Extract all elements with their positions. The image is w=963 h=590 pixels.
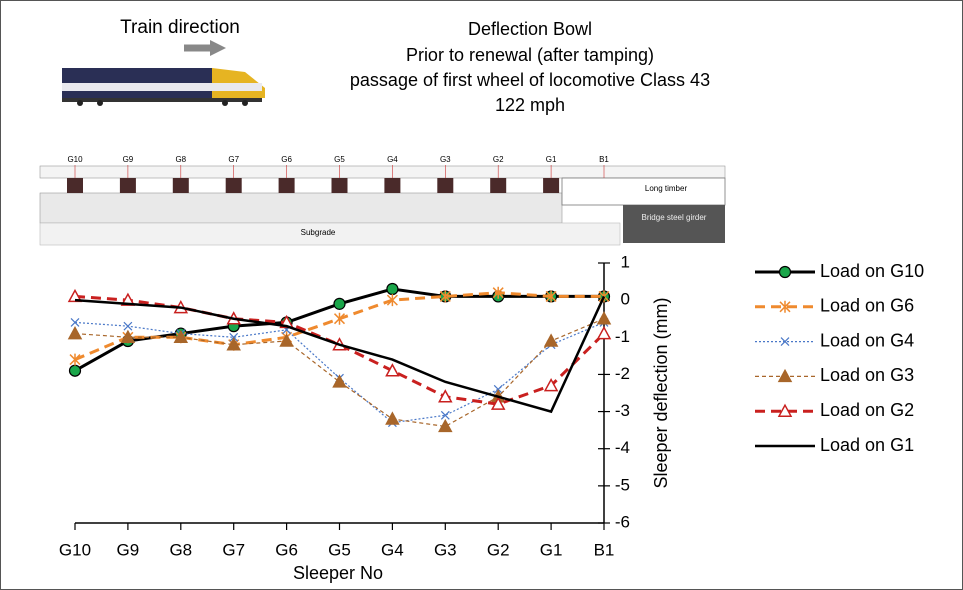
- marker: [120, 329, 136, 344]
- sleeper-label: G9: [123, 155, 134, 164]
- sleeper: [119, 178, 136, 193]
- chart-subtitle: 122 mph: [495, 95, 565, 115]
- sleeper: [172, 178, 189, 193]
- marker: [333, 312, 346, 325]
- x-tick-label: G10: [59, 540, 91, 559]
- sleeper-label: G3: [440, 155, 451, 164]
- marker: [70, 318, 80, 327]
- train-illustration: [62, 68, 265, 106]
- marker: [67, 288, 83, 303]
- chart-title: Deflection Bowl: [468, 19, 592, 39]
- y-tick-label: -1: [615, 327, 630, 346]
- marker: [67, 326, 83, 340]
- x-tick-label: G2: [487, 540, 510, 559]
- y-tick-label: -6: [615, 512, 630, 531]
- marker: [438, 418, 453, 433]
- sleeper-label: G8: [175, 155, 186, 164]
- y-tick-label: -4: [615, 438, 630, 457]
- sleeper: [225, 178, 242, 193]
- marker: [123, 321, 133, 331]
- series-line: [74, 295, 606, 414]
- marker: [779, 300, 791, 313]
- sleeper: [437, 178, 454, 193]
- x-tick-label: G4: [381, 540, 404, 559]
- marker: [777, 403, 793, 417]
- legend-label: Load on G4: [820, 330, 914, 350]
- x-tick-label: B1: [594, 540, 615, 559]
- sleeper-label: G1: [546, 155, 557, 164]
- marker: [226, 337, 241, 351]
- marker: [332, 374, 347, 388]
- marker: [438, 389, 453, 403]
- marker: [386, 294, 398, 307]
- girder-label: Bridge steel girder: [642, 213, 707, 222]
- marker: [490, 396, 506, 410]
- marker: [279, 333, 294, 347]
- marker: [385, 411, 400, 425]
- marker: [543, 378, 559, 392]
- sleeper-label: G2: [493, 155, 504, 164]
- sleeper-label: G7: [228, 155, 239, 164]
- y-tick-label: -3: [615, 401, 630, 420]
- legend-label: Load on G6: [820, 296, 914, 316]
- x-tick-label: G9: [117, 540, 140, 559]
- marker: [777, 368, 793, 383]
- x-axis-label: Sleeper No: [293, 563, 383, 583]
- legend-label: Load on G3: [820, 365, 914, 385]
- marker: [385, 363, 400, 377]
- marker: [120, 292, 136, 306]
- y-axis-label: Sleeper deflection (mm): [651, 297, 671, 488]
- x-tick-label: G7: [222, 540, 245, 559]
- series-line: [74, 318, 605, 428]
- direction-arrow: [210, 40, 226, 56]
- sleeper: [543, 178, 560, 193]
- chart-subtitle: passage of first wheel of locomotive Cla…: [350, 70, 710, 90]
- legend-label: Load on G1: [820, 435, 914, 455]
- long-timber-label: Long timber: [645, 184, 688, 193]
- x-tick-label: G6: [275, 540, 298, 559]
- x-tick-label: G1: [540, 540, 563, 559]
- chart-subtitle: Prior to renewal (after tamping): [406, 45, 654, 65]
- sleeper: [67, 178, 83, 193]
- y-tick-label: -2: [615, 364, 630, 383]
- sleeper-label: G4: [387, 155, 398, 164]
- sleeper: [490, 178, 507, 193]
- legend-label: Load on G2: [820, 400, 914, 420]
- marker: [439, 290, 451, 303]
- marker: [68, 364, 82, 377]
- x-tick-label: G3: [434, 540, 457, 559]
- marker: [386, 282, 399, 296]
- y-tick-label: 1: [621, 252, 630, 271]
- marker: [69, 353, 81, 366]
- marker: [778, 265, 792, 279]
- subgrade-label: Subgrade: [301, 228, 336, 237]
- legend-label: Load on G10: [820, 261, 924, 281]
- y-tick-label: 0: [621, 290, 630, 309]
- marker: [596, 326, 612, 340]
- train-direction: Train direction: [120, 17, 240, 38]
- sleeper-label: G5: [334, 155, 345, 164]
- x-tick-label: G5: [328, 540, 351, 559]
- marker: [780, 337, 790, 347]
- track-diagram: [39, 165, 726, 246]
- x-tick-label: G8: [169, 540, 192, 559]
- sleeper: [384, 178, 401, 193]
- marker: [173, 329, 189, 344]
- sleeper: [331, 178, 348, 193]
- marker: [543, 333, 559, 347]
- sleeper-label: G10: [67, 155, 83, 164]
- sleeper-label: B1: [599, 155, 609, 164]
- marker: [440, 410, 450, 420]
- marker: [596, 311, 612, 325]
- sleeper: [278, 178, 295, 193]
- y-tick-label: -5: [615, 475, 630, 494]
- marker: [333, 297, 346, 310]
- marker: [492, 286, 504, 299]
- sleeper-label: G6: [281, 155, 292, 164]
- marker: [545, 290, 557, 303]
